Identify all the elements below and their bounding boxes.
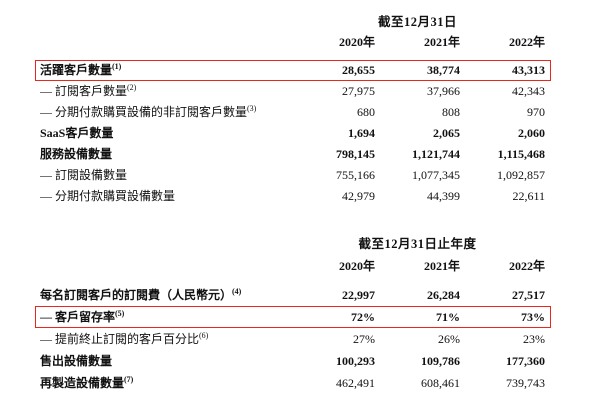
value-cell: 44,399 <box>427 189 460 203</box>
table-row-active-customers: 活躍客戶數量(1) 28,655 38,774 43,313 <box>35 60 551 81</box>
value-cell: 43,313 <box>512 63 545 77</box>
footnote-marker: (5) <box>115 309 125 318</box>
row-label-text: 服務設備數量 <box>40 147 113 161</box>
year-header-row: 2020年 2021年 2022年 <box>40 32 545 53</box>
row-label-text: — 提前終止訂閱的客戶百分比 <box>40 332 200 346</box>
row-label: — 訂閱客戶數量(2) <box>40 81 290 102</box>
value-cell: 27,517 <box>512 288 545 302</box>
table-row-subscription-fee: 每名訂閱客戶的訂閱費（人民幣元）(4) 22,997 26,284 27,517 <box>40 284 545 306</box>
footnote-marker: (1) <box>112 62 122 71</box>
year-header-row: 2020年 2021年 2022年 <box>40 255 545 277</box>
year-header-2020: 2020年 <box>338 259 375 273</box>
year-header-2021: 2021年 <box>423 35 460 49</box>
table-row-customer-retention-rate: — 客戶留存率(5) 72% 71% 73% <box>35 306 551 328</box>
row-label: — 訂閱設備數量 <box>40 165 290 186</box>
value-cell: 970 <box>527 105 545 119</box>
value-cell: 798,145 <box>336 147 375 161</box>
row-label: SaaS客戶數量 <box>40 123 290 144</box>
value-cell: 28,655 <box>342 63 375 77</box>
footnote-marker: (7) <box>124 375 134 384</box>
table-row-remanufactured-devices: 再製造設備數量(7) 462,491 608,461 739,743 <box>40 372 545 394</box>
value-cell: 1,115,468 <box>497 147 545 161</box>
value-cell: 1,694 <box>348 126 375 140</box>
value-cell: 2,065 <box>433 126 460 140</box>
value-cell: 71% <box>436 310 460 324</box>
row-label: — 提前終止訂閱的客戶百分比(6) <box>40 328 290 350</box>
footnote-marker: (3) <box>247 104 257 113</box>
row-label-text: 再製造設備數量 <box>40 376 125 390</box>
value-cell: 755,166 <box>336 168 375 182</box>
row-label: 再製造設備數量(7) <box>40 372 290 394</box>
row-label-text: — 分期付款購買設備的非訂閱客戶數量 <box>40 105 248 119</box>
row-label-text: — 訂閱客戶數量 <box>40 84 128 98</box>
row-label: 每名訂閱客戶的訂閱費（人民幣元）(4) <box>40 284 290 306</box>
row-label-text: — 客戶留存率 <box>40 310 116 324</box>
period-header-row: 截至12月31日止年度 <box>40 233 545 255</box>
value-cell: 462,491 <box>336 376 375 390</box>
table-row-early-termination-pct: — 提前終止訂閱的客戶百分比(6) 27% 26% 23% <box>40 328 545 350</box>
table-row-saas-customers: SaaS客戶數量 1,694 2,065 2,060 <box>40 123 545 144</box>
row-label-text: 活躍客戶數量 <box>40 63 113 77</box>
row-label: 服務設備數量 <box>40 144 290 165</box>
row-label: — 客戶留存率(5) <box>40 306 290 328</box>
row-label-text: 售出設備數量 <box>40 354 113 368</box>
row-label: — 分期付款購買設備的非訂閱客戶數量(3) <box>40 102 290 123</box>
year-header-2020: 2020年 <box>338 35 375 49</box>
table-row-subscription-customers: — 訂閱客戶數量(2) 27,975 37,966 42,343 <box>40 81 545 102</box>
value-cell: 22,611 <box>512 189 545 203</box>
value-cell: 42,979 <box>342 189 375 203</box>
period-header: 截至12月31日止年度 <box>358 237 477 251</box>
value-cell: 1,121,744 <box>412 147 460 161</box>
period-header: 截至12月31日 <box>377 15 457 29</box>
value-cell: 2,060 <box>518 126 545 140</box>
value-cell: 72% <box>351 310 375 324</box>
value-cell: 100,293 <box>336 354 375 368</box>
row-label-text: — 訂閱設備數量 <box>40 168 128 182</box>
row-label: 售出設備數量 <box>40 350 290 372</box>
value-cell: 1,092,857 <box>497 168 545 182</box>
value-cell: 27% <box>353 332 375 346</box>
row-label-text: SaaS客戶數量 <box>40 126 114 140</box>
metrics-table-year-ended: 截至12月31日止年度 2020年 2021年 2022年 每名訂閱客戶的訂閱費… <box>35 233 551 394</box>
footnote-marker: (4) <box>232 287 242 296</box>
value-cell: 27,975 <box>342 84 375 98</box>
table-row-subscription-devices: — 訂閱設備數量 755,166 1,077,345 1,092,857 <box>40 165 545 186</box>
value-cell: 739,743 <box>506 376 545 390</box>
value-cell: 37,966 <box>427 84 460 98</box>
footnote-marker: (2) <box>127 83 137 92</box>
row-label: 活躍客戶數量(1) <box>40 60 290 81</box>
row-label: — 分期付款購買設備數量 <box>40 186 290 207</box>
value-cell: 26,284 <box>427 288 460 302</box>
year-header-2022: 2022年 <box>508 35 545 49</box>
value-cell: 23% <box>523 332 545 346</box>
value-cell: 42,343 <box>512 84 545 98</box>
value-cell: 608,461 <box>421 376 460 390</box>
year-header-2022: 2022年 <box>508 259 545 273</box>
table-row-installment-devices: — 分期付款購買設備數量 42,979 44,399 22,611 <box>40 186 545 207</box>
value-cell: 38,774 <box>427 63 460 77</box>
metrics-table-as-at: 截至12月31日 2020年 2021年 2022年 活躍客戶數量(1) 28,… <box>35 12 551 207</box>
period-header-row: 截至12月31日 <box>40 12 545 32</box>
row-label-text: — 分期付款購買設備數量 <box>40 189 176 203</box>
value-cell: 177,360 <box>506 354 545 368</box>
table-row-serviced-devices: 服務設備數量 798,145 1,121,744 1,115,468 <box>40 144 545 165</box>
value-cell: 26% <box>438 332 460 346</box>
table-row-devices-sold: 售出設備數量 100,293 109,786 177,360 <box>40 350 545 372</box>
value-cell: 73% <box>521 310 545 324</box>
footnote-marker: (6) <box>199 331 209 340</box>
row-label-text: 每名訂閱客戶的訂閱費（人民幣元） <box>40 288 233 302</box>
value-cell: 808 <box>442 105 460 119</box>
value-cell: 680 <box>357 105 375 119</box>
year-header-2021: 2021年 <box>423 259 460 273</box>
value-cell: 22,997 <box>342 288 375 302</box>
value-cell: 1,077,345 <box>412 168 460 182</box>
value-cell: 109,786 <box>421 354 460 368</box>
table-row-installment-nonsub-customers: — 分期付款購買設備的非訂閱客戶數量(3) 680 808 970 <box>40 102 545 123</box>
